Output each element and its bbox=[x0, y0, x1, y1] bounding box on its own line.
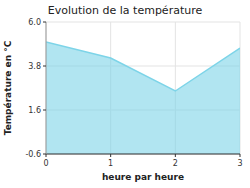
x-tick bbox=[175, 154, 176, 157]
line bbox=[46, 42, 240, 91]
y-tick bbox=[43, 66, 46, 67]
y-axis-label: Température en °C bbox=[3, 40, 13, 135]
plot-area bbox=[46, 42, 240, 154]
x-tick-label: 3 bbox=[237, 159, 242, 168]
grid bbox=[46, 22, 240, 154]
grid-line-x bbox=[46, 22, 47, 154]
y-tick-label: -0.6 bbox=[25, 150, 41, 159]
y-tick bbox=[43, 22, 46, 23]
y-tick-label: 3.8 bbox=[28, 62, 41, 71]
x-tick-label: 1 bbox=[108, 159, 113, 168]
chart-container: 0 1 2 3 -0.6 1.6 3.8 6.0 Evolution de la tempéra… bbox=[0, 0, 250, 188]
x-tick bbox=[110, 154, 111, 157]
x-tick-label: 2 bbox=[173, 159, 178, 168]
y-tick bbox=[43, 154, 46, 155]
y-tick bbox=[43, 110, 46, 111]
grid-line-y bbox=[46, 22, 240, 23]
x-tick bbox=[240, 154, 241, 157]
x-axis-line bbox=[46, 154, 240, 155]
y-tick-label: 1.6 bbox=[28, 106, 41, 115]
title: Evolution de la température bbox=[48, 4, 203, 17]
area bbox=[46, 42, 240, 154]
grid-line-y bbox=[46, 154, 240, 155]
chart: 0 1 2 3 -0.6 1.6 3.8 6.0 Evolution de la tempéra… bbox=[0, 0, 250, 188]
x-tick-label: 0 bbox=[43, 159, 48, 168]
y-axis-line bbox=[46, 22, 47, 154]
x-axis-label: heure par heure bbox=[102, 172, 184, 182]
y-tick-label: 6.0 bbox=[28, 18, 41, 27]
